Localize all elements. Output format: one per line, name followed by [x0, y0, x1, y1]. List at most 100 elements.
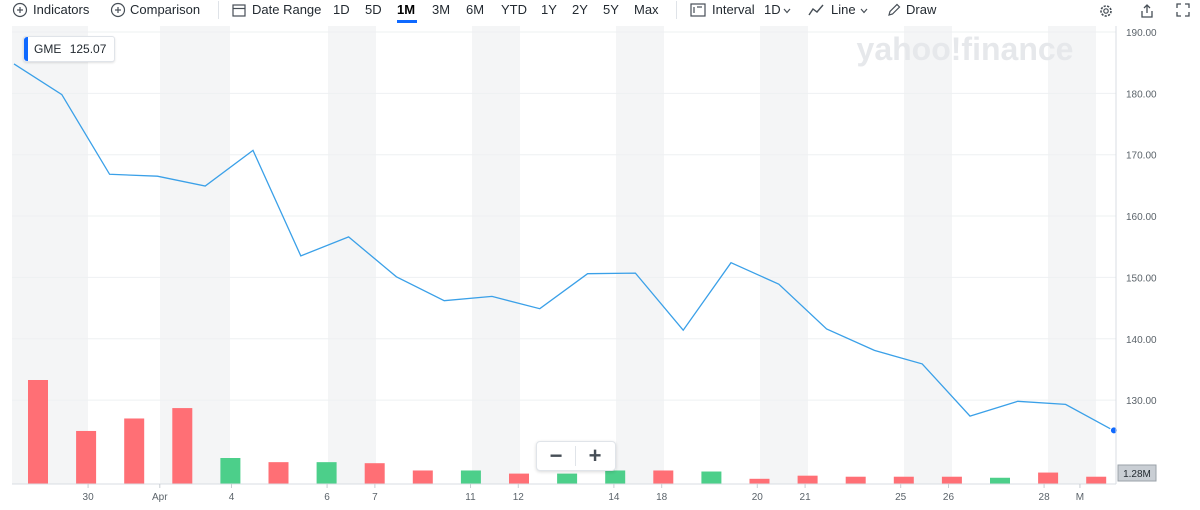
active-range-indicator [397, 20, 417, 23]
volume-bar [316, 462, 337, 484]
share-icon[interactable] [1139, 3, 1155, 19]
range-6m[interactable]: 6M [466, 2, 485, 17]
range-2y[interactable]: 2Y [572, 2, 588, 17]
price-line [13, 63, 1114, 431]
volume-bar [268, 462, 289, 484]
interval-value: 1D [764, 2, 781, 17]
y-tick-label: 130.00 [1126, 396, 1157, 407]
ticker-price: 125.07 [69, 42, 107, 56]
volume-bar [797, 475, 818, 484]
x-tick-label: 6 [324, 492, 330, 503]
draw-button[interactable]: Draw [886, 2, 942, 18]
range-5d[interactable]: 5D [365, 2, 382, 17]
background-band [328, 26, 376, 484]
y-tick-label: 140.00 [1126, 335, 1157, 346]
x-tick-label: Apr [152, 492, 168, 503]
volume-bar [124, 418, 145, 484]
x-tick-label: 20 [752, 492, 764, 503]
range-1y[interactable]: 1Y [541, 2, 557, 17]
plus-circle-icon [110, 2, 126, 18]
background-band [1048, 26, 1096, 484]
weekend-bands [12, 26, 1096, 484]
zoom-controls: − + [536, 441, 616, 471]
gear-icon[interactable] [1098, 3, 1114, 19]
volume-bar [220, 458, 241, 484]
volume-bar [412, 470, 433, 484]
ticker-legend[interactable]: GME 125.07 [23, 36, 116, 62]
background-band [760, 26, 808, 484]
y-axis-ticks: 190.00 180.00 170.00 160.00 150.00 140.00 130.… [1126, 28, 1157, 407]
x-tick-label: 25 [895, 492, 907, 503]
background-band [616, 26, 664, 484]
background-band [904, 26, 952, 484]
ticker-symbol: GME [34, 42, 62, 56]
x-tick-label: M [1076, 492, 1084, 503]
chevron-down-icon [783, 8, 791, 14]
fullscreen-icon[interactable] [1176, 3, 1190, 17]
volume-bars [28, 380, 1107, 484]
volume-bar [28, 380, 48, 484]
x-tick-label: 26 [943, 492, 955, 503]
range-max[interactable]: Max [634, 2, 659, 17]
volume-bar [460, 470, 481, 484]
interval-dropdown[interactable]: Interval 1D [690, 2, 796, 18]
zoom-divider [575, 446, 576, 466]
x-tick-label: 28 [1039, 492, 1051, 503]
range-1m[interactable]: 1M [397, 2, 416, 17]
watermark: yahoo!finance [857, 31, 1074, 67]
chevron-down-icon [860, 8, 868, 14]
range-1d[interactable]: 1D [333, 2, 350, 17]
x-tick-label: 14 [608, 492, 620, 503]
indicators-label: Indicators [33, 2, 90, 17]
chart-type-dropdown[interactable]: Line [808, 2, 872, 18]
x-tick-label: 7 [372, 492, 378, 503]
x-tick-label: 30 [83, 492, 95, 503]
x-tick-label: 11 [465, 492, 476, 503]
zoom-out-button[interactable]: − [549, 443, 563, 468]
volume-bar [893, 476, 914, 484]
volume-bar [1086, 476, 1107, 484]
y-tick-label: 170.00 [1126, 151, 1157, 162]
toolbar-divider [676, 1, 677, 19]
calendar-icon [232, 4, 246, 17]
volume-bar [557, 473, 578, 484]
background-band [160, 26, 230, 484]
y-tick-label: 190.00 [1126, 28, 1157, 39]
pencil-icon [888, 3, 901, 16]
y-tick-label: 160.00 [1126, 212, 1157, 223]
y-tick-label: 180.00 [1126, 89, 1157, 100]
volume-bar [990, 477, 1010, 484]
draw-label: Draw [906, 2, 937, 17]
date-range-button[interactable]: Date Range [232, 2, 324, 18]
background-band [472, 26, 520, 484]
interval-icon [690, 3, 706, 17]
range-ytd[interactable]: YTD [501, 2, 527, 17]
interval-label: Interval [712, 2, 755, 17]
chart-type-label: Line [831, 2, 856, 17]
zoom-in-button[interactable]: + [588, 443, 602, 468]
x-tick-label: 21 [800, 492, 812, 503]
y-tick-label: 150.00 [1126, 273, 1157, 284]
volume-bar [364, 463, 385, 484]
volume-bar [1038, 472, 1059, 484]
x-tick-label: 12 [513, 492, 525, 503]
volume-bar [701, 471, 722, 484]
line-chart-icon [808, 4, 824, 16]
comparison-button[interactable]: Comparison [110, 2, 206, 18]
range-3m[interactable]: 3M [432, 2, 451, 17]
plus-circle-icon [12, 2, 28, 18]
volume-badge [1117, 464, 1157, 482]
horizontal-gridlines [12, 31, 1116, 401]
toolbar-divider [218, 1, 219, 19]
volume-bar [605, 470, 626, 484]
volume-bar [845, 476, 866, 484]
volume-bar [941, 476, 962, 484]
volume-bar [509, 473, 529, 484]
range-5y[interactable]: 5Y [603, 2, 619, 17]
x-tick-label: 4 [229, 492, 235, 503]
indicators-button[interactable]: Indicators [12, 2, 96, 18]
comparison-label: Comparison [130, 2, 201, 17]
date-range-label: Date Range [252, 2, 322, 17]
volume-badge-label: 1.28M [1123, 469, 1151, 480]
